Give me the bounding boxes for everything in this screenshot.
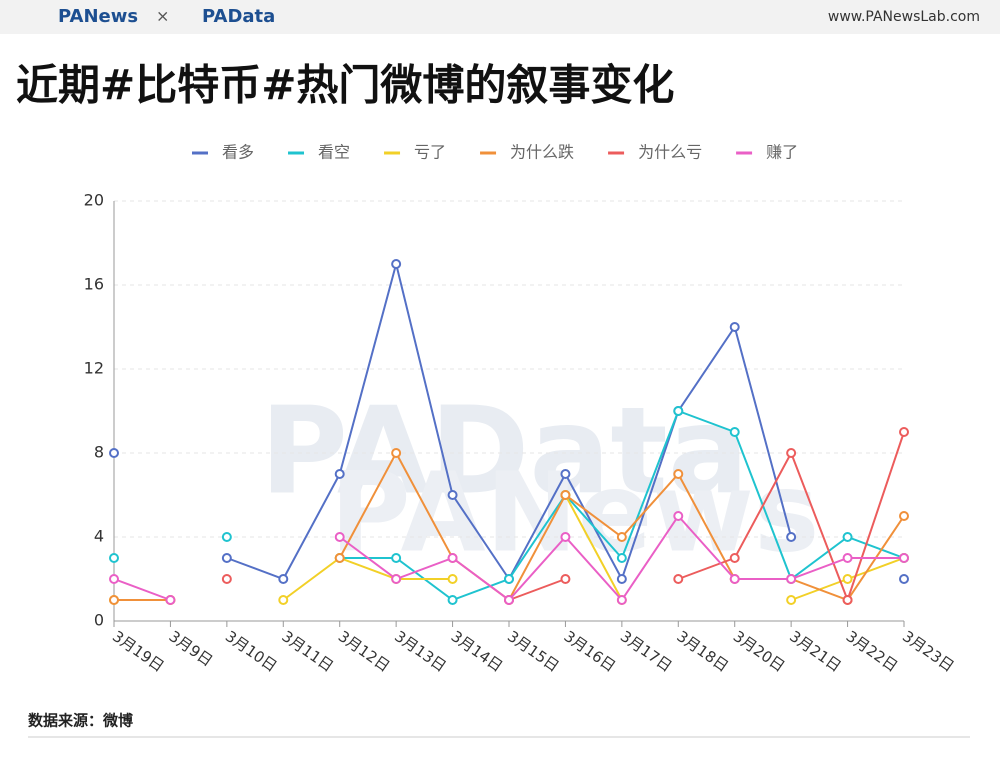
point [334,532,345,542]
point [729,574,740,584]
point [842,532,853,542]
point [899,574,909,584]
point [842,553,853,563]
point [786,595,797,605]
point [729,322,740,332]
x-tick-label: 3月16日 [561,627,619,675]
point [109,448,119,458]
x-tick-label: 3月13日 [391,627,449,675]
y-tick-label: 12 [84,359,104,378]
point [786,448,797,458]
legend-label: 为什么亏 [638,143,702,162]
point [221,532,232,542]
x-tick-label: 3月11日 [278,627,336,675]
chart-title: 近期#比特币#热门微博的叙事变化 [16,61,674,110]
point [673,406,684,416]
point [278,574,289,584]
point [673,574,684,584]
point [278,595,289,605]
point [899,553,909,563]
point [786,574,797,584]
point [786,532,797,542]
point [447,574,458,584]
point [560,574,571,584]
x-tick-label: 3月23日 [899,627,957,675]
y-tick-label: 0 [94,611,104,630]
x-tick-label: 3月12日 [335,627,393,675]
point [842,595,853,605]
point [109,574,119,584]
point [616,553,627,563]
legend-label: 亏了 [414,143,446,162]
y-tick-label: 4 [94,527,104,546]
x-tick-label: 3月20日 [730,627,788,675]
y-tick-label: 16 [84,275,104,294]
point [560,469,571,479]
point [334,553,345,563]
point [447,490,458,500]
point [616,532,627,542]
x-tick-label: 3月22日 [843,627,901,675]
point [673,511,684,521]
point [391,259,402,269]
x-tick-label: 3月17日 [617,627,675,675]
point [504,574,514,584]
point [221,574,232,584]
point [729,427,740,437]
watermark: PAData [260,383,749,522]
point [447,595,458,605]
point [165,595,176,605]
point [616,595,627,605]
legend-label: 赚了 [766,143,798,162]
point [447,553,458,563]
point [391,553,402,563]
x-tick-label: 3月9日 [166,627,217,670]
x-tick-label: 3月19日 [109,627,167,675]
x-tick-label: 3月18日 [673,627,731,675]
point [616,574,627,584]
header-bar [0,0,1000,34]
point [391,574,402,584]
legend-label: 看空 [318,143,350,162]
point [391,448,402,458]
legend-label: 为什么跌 [510,143,574,162]
point [729,553,740,563]
point [109,595,119,605]
point [899,511,909,521]
separator: × [156,7,169,26]
point [560,532,571,542]
source: 数据来源：微博 [28,712,133,730]
brand-right: PAData [202,6,275,27]
point [221,553,232,563]
point [673,469,684,479]
y-tick-label: 20 [84,191,104,210]
legend-label: 看多 [222,143,254,162]
point [504,595,514,605]
point [560,490,571,500]
x-tick-label: 3月10日 [222,627,280,675]
brand-left: PANews [58,6,138,27]
point [899,427,909,437]
y-tick-label: 8 [94,443,104,462]
point [842,574,853,584]
site-url: www.PANewsLab.com [828,9,980,25]
x-tick-label: 3月14日 [448,627,506,675]
x-tick-label: 3月15日 [504,627,562,675]
x-tick-label: 3月21日 [786,627,844,675]
point [109,553,119,563]
point [334,469,345,479]
